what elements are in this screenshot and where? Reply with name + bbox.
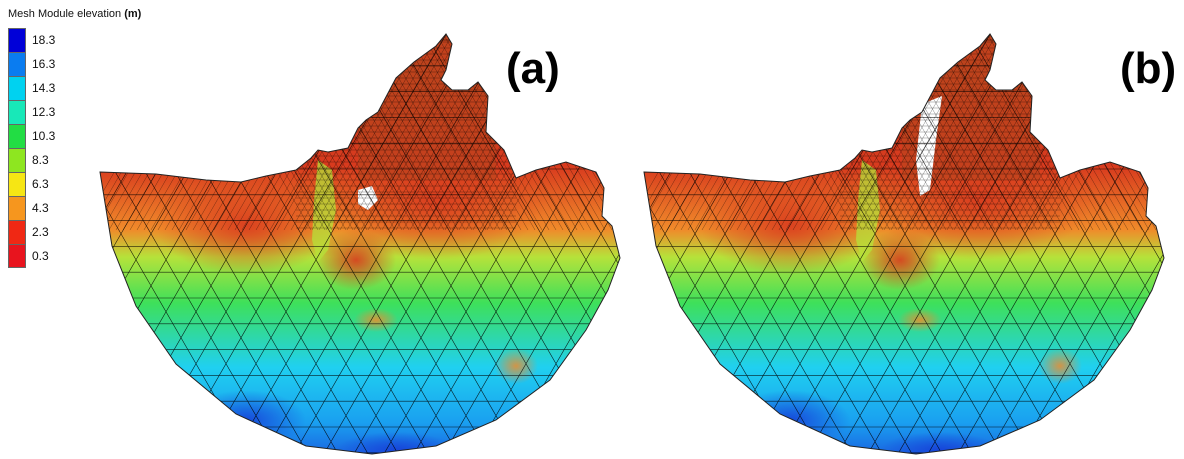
legend-value: 8.3 <box>32 153 49 167</box>
legend-value: 18.3 <box>32 33 56 47</box>
legend-value: 0.3 <box>32 249 49 263</box>
mesh-map-b <box>643 33 1165 455</box>
legend-swatch <box>8 244 26 268</box>
legend-swatch <box>8 196 26 220</box>
panel-a: (a) <box>96 0 626 459</box>
legend-swatch <box>8 28 26 52</box>
legend-color-bar <box>8 28 26 268</box>
legend-swatch <box>8 220 26 244</box>
legend-swatch <box>8 100 26 124</box>
legend-unit: (m) <box>124 8 142 20</box>
panel-label-a: (a) <box>506 44 560 93</box>
color-legend: Mesh Module elevation (m) 18.3 16.3 14.3 12… <box>8 8 208 268</box>
panel-b: (b) <box>640 0 1176 459</box>
legend-swatch <box>8 124 26 148</box>
legend-swatch <box>8 172 26 196</box>
legend-value: 10.3 <box>32 129 56 143</box>
legend-value: 16.3 <box>32 57 56 71</box>
legend-value: 6.3 <box>32 177 49 191</box>
legend-labels: 18.3 16.3 14.3 12.3 10.3 8.3 6.3 4.3 2.3 0.3 <box>32 28 55 268</box>
legend-value: 14.3 <box>32 81 56 95</box>
legend-title: Mesh Module elevation (m) <box>8 8 141 20</box>
legend-swatch <box>8 52 26 76</box>
panel-label-b: (b) <box>1120 44 1177 93</box>
mesh-map-a <box>99 33 621 455</box>
legend-swatch <box>8 148 26 172</box>
legend-swatch <box>8 76 26 100</box>
legend-value: 12.3 <box>32 105 56 119</box>
legend-value: 2.3 <box>32 225 49 239</box>
legend-value: 4.3 <box>32 201 49 215</box>
legend-title-text: Mesh Module elevation <box>8 8 122 20</box>
